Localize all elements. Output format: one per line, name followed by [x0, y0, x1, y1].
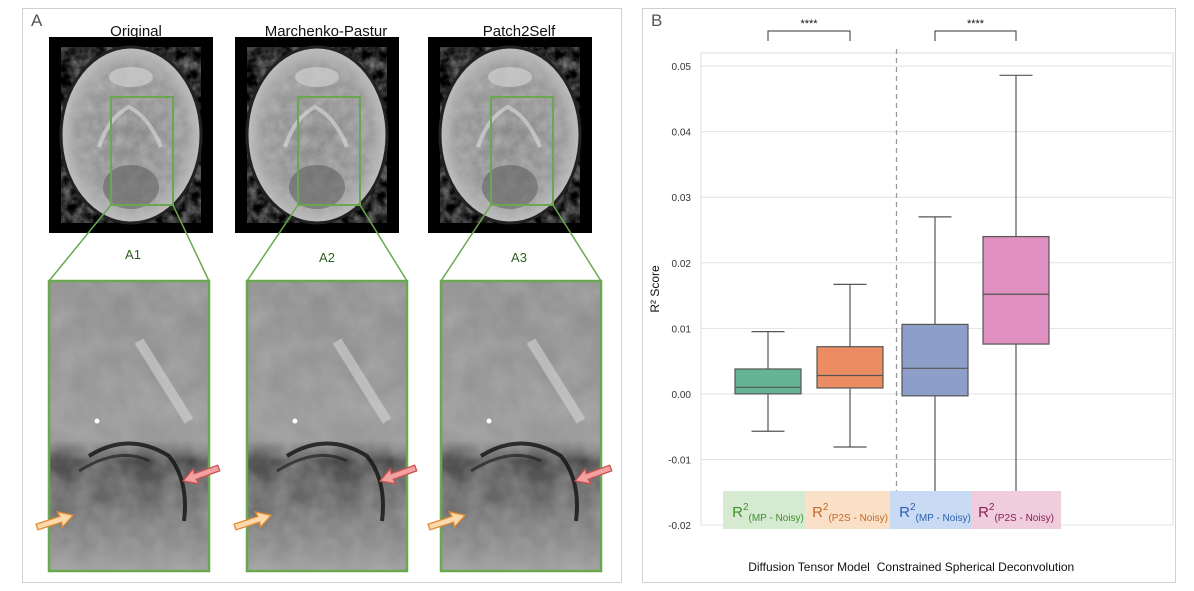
column-title-original: Original [110, 23, 162, 40]
panel-a: A Original Marchenko-Pastur Patch2Self A… [22, 8, 622, 583]
significance-label: **** [800, 18, 818, 30]
column-title-patch2self: Patch2Self [482, 23, 556, 40]
y-axis-label: R² Score [648, 265, 662, 313]
zoom-view-marchenko-pastur [247, 281, 407, 571]
box-2: R2(MP - Noisy) [890, 216, 980, 529]
brain-images [33, 9, 615, 584]
significance-bracket [934, 30, 1017, 41]
y-tick-label: 0.03 [672, 193, 692, 204]
series-label: R2(MP - Noisy) [899, 502, 971, 524]
panel-b-label: B [651, 11, 663, 30]
y-tick-label: 0.01 [672, 324, 692, 335]
series-label-chip [805, 491, 895, 529]
iqr-box [734, 368, 802, 395]
sub-label-a2: A2 [319, 250, 335, 265]
series-label-chip [971, 491, 1061, 529]
series-label-chip [723, 491, 813, 529]
box-0: R2(MP - Noisy) [723, 331, 813, 529]
y-tick-label: 0.00 [672, 390, 692, 401]
iqr-box [982, 235, 1050, 345]
zoom-view-patch2self [441, 281, 601, 571]
box-1: R2(P2S - Noisy) [805, 283, 895, 529]
panel-a-label: A [31, 11, 43, 30]
brain-thumbnail-marchenko-pastur [235, 37, 399, 233]
series-label: R2(P2S - Noisy) [812, 502, 888, 524]
box-3: R2(P2S - Noisy) [971, 74, 1061, 529]
plot-area [700, 52, 1174, 526]
series-label: R2(P2S - Noisy) [978, 502, 1054, 524]
group-label: Constrained Spherical Deconvolution [877, 560, 1074, 574]
series-label: R2(MP - Noisy) [732, 502, 804, 524]
group-label: Diffusion Tensor Model [748, 560, 870, 574]
significance-label: **** [967, 18, 985, 30]
brain-thumbnail-patch2self [428, 37, 592, 233]
sub-label-a3: A3 [511, 250, 527, 265]
y-tick-label: -0.02 [668, 521, 691, 532]
iqr-box [816, 346, 884, 389]
panel-b: B -0.02 -0.01 0.00 0.01 0.02 0.03 0.04 0.05 R² S… [642, 8, 1176, 583]
iqr-box [901, 323, 969, 397]
y-tick-label: -0.01 [668, 455, 691, 466]
y-tick-label: 0.04 [672, 128, 692, 139]
brain-thumbnail-original [49, 37, 213, 233]
significance-bracket [767, 30, 851, 41]
zoom-view-original [49, 281, 209, 571]
series-label-chip [890, 491, 980, 529]
sub-label-a1: A1 [125, 247, 141, 262]
y-tick-label: 0.02 [672, 259, 692, 270]
y-tick-label: 0.05 [672, 62, 692, 73]
column-title-marchenko-pastur: Marchenko-Pastur [264, 23, 388, 40]
box-plot-chart: -0.02 -0.01 0.00 0.01 0.02 0.03 0.04 0.05 R² Sco… [648, 18, 1174, 574]
